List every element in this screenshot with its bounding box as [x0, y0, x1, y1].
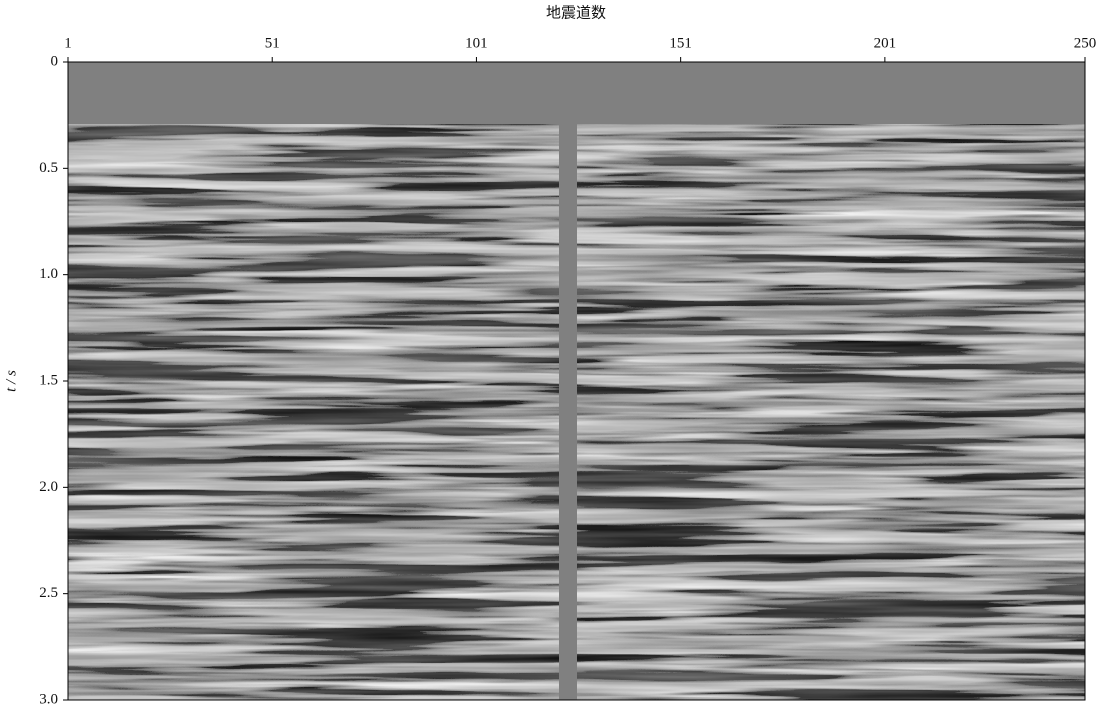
y-tick-label: 2.5	[39, 585, 58, 601]
seismic-section	[68, 62, 1085, 700]
y-tick-label: 1.0	[39, 266, 58, 282]
y-axis-title: t / s	[3, 370, 19, 392]
y-tick-label: 3.0	[39, 691, 58, 707]
x-axis-title: 地震道数	[546, 4, 606, 21]
y-tick-label: 2.0	[39, 479, 58, 495]
dead-trace	[559, 62, 577, 700]
x-tick-label: 250	[1074, 35, 1097, 51]
y-tick-label: 1.5	[39, 372, 58, 388]
y-tick-label: 0	[51, 53, 59, 69]
x-tick-label: 101	[465, 35, 488, 51]
x-tick-label: 201	[874, 35, 897, 51]
x-tick-label: 51	[265, 35, 280, 51]
x-tick-label: 151	[669, 35, 692, 51]
chart: 地震道数 t / s 15110115120125000.51.01.52.02…	[0, 0, 1106, 708]
x-tick-label: 1	[64, 35, 72, 51]
y-tick-label: 0.5	[39, 160, 58, 176]
